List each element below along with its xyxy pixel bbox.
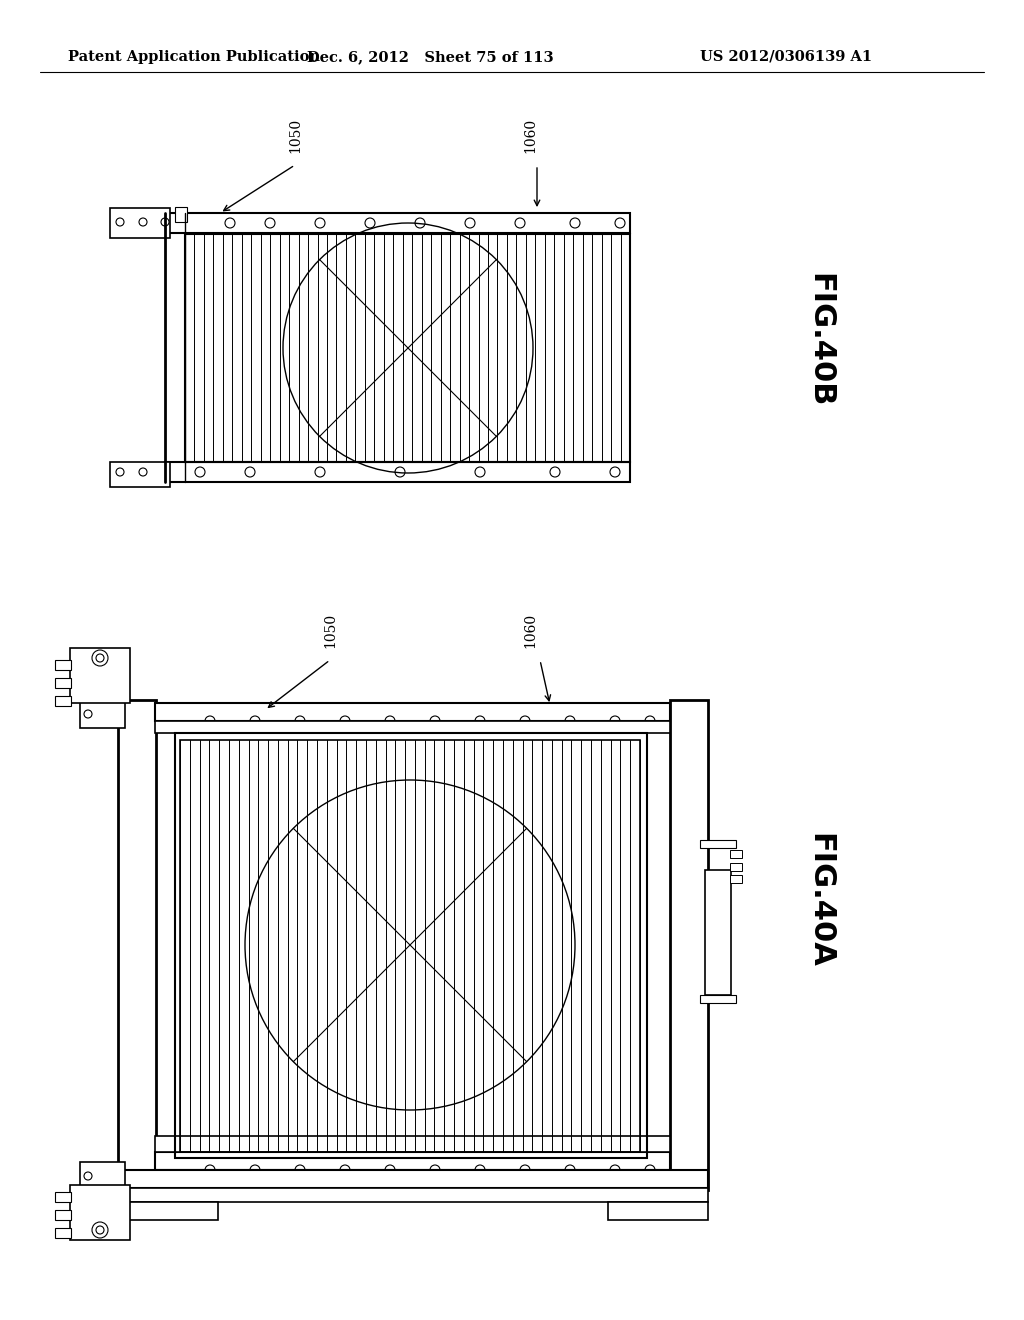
Bar (80, 700, 125, 729)
Bar (118, 1188, 708, 1203)
Bar (730, 875, 742, 883)
Bar (110, 462, 170, 487)
Bar (700, 840, 736, 847)
Bar (55, 1228, 71, 1238)
Text: FIG.40A: FIG.40A (806, 833, 835, 968)
Text: 1060: 1060 (523, 117, 537, 153)
Bar (175, 733, 647, 1158)
Bar (700, 995, 736, 1003)
Text: 1050: 1050 (288, 117, 302, 153)
Text: Dec. 6, 2012   Sheet 75 of 113: Dec. 6, 2012 Sheet 75 of 113 (306, 50, 553, 63)
Bar (70, 648, 130, 704)
Bar (110, 209, 170, 238)
Text: 1050: 1050 (323, 612, 337, 648)
Bar (55, 1210, 71, 1220)
Text: 1060: 1060 (523, 612, 537, 648)
Bar (185, 234, 630, 462)
Bar (165, 462, 630, 482)
Bar (155, 704, 670, 721)
Bar (730, 863, 742, 871)
Text: FIG.40B: FIG.40B (806, 273, 835, 407)
Bar (55, 660, 71, 671)
Text: Patent Application Publication: Patent Application Publication (68, 50, 319, 63)
Bar (70, 1185, 130, 1239)
Bar (608, 1203, 708, 1220)
Bar (55, 696, 71, 706)
Bar (55, 1192, 71, 1203)
Bar (155, 1152, 670, 1170)
Bar (730, 850, 742, 858)
Bar (118, 700, 156, 1191)
Text: US 2012/0306139 A1: US 2012/0306139 A1 (700, 50, 872, 63)
Bar (165, 213, 630, 234)
Bar (80, 1162, 125, 1191)
Bar (118, 1203, 218, 1220)
Bar (55, 678, 71, 688)
Bar (180, 741, 640, 1152)
Bar (118, 1170, 708, 1188)
Bar (670, 700, 708, 1191)
Bar (175, 207, 187, 222)
Bar (155, 721, 670, 733)
Bar (155, 1137, 670, 1152)
Bar (705, 870, 731, 995)
